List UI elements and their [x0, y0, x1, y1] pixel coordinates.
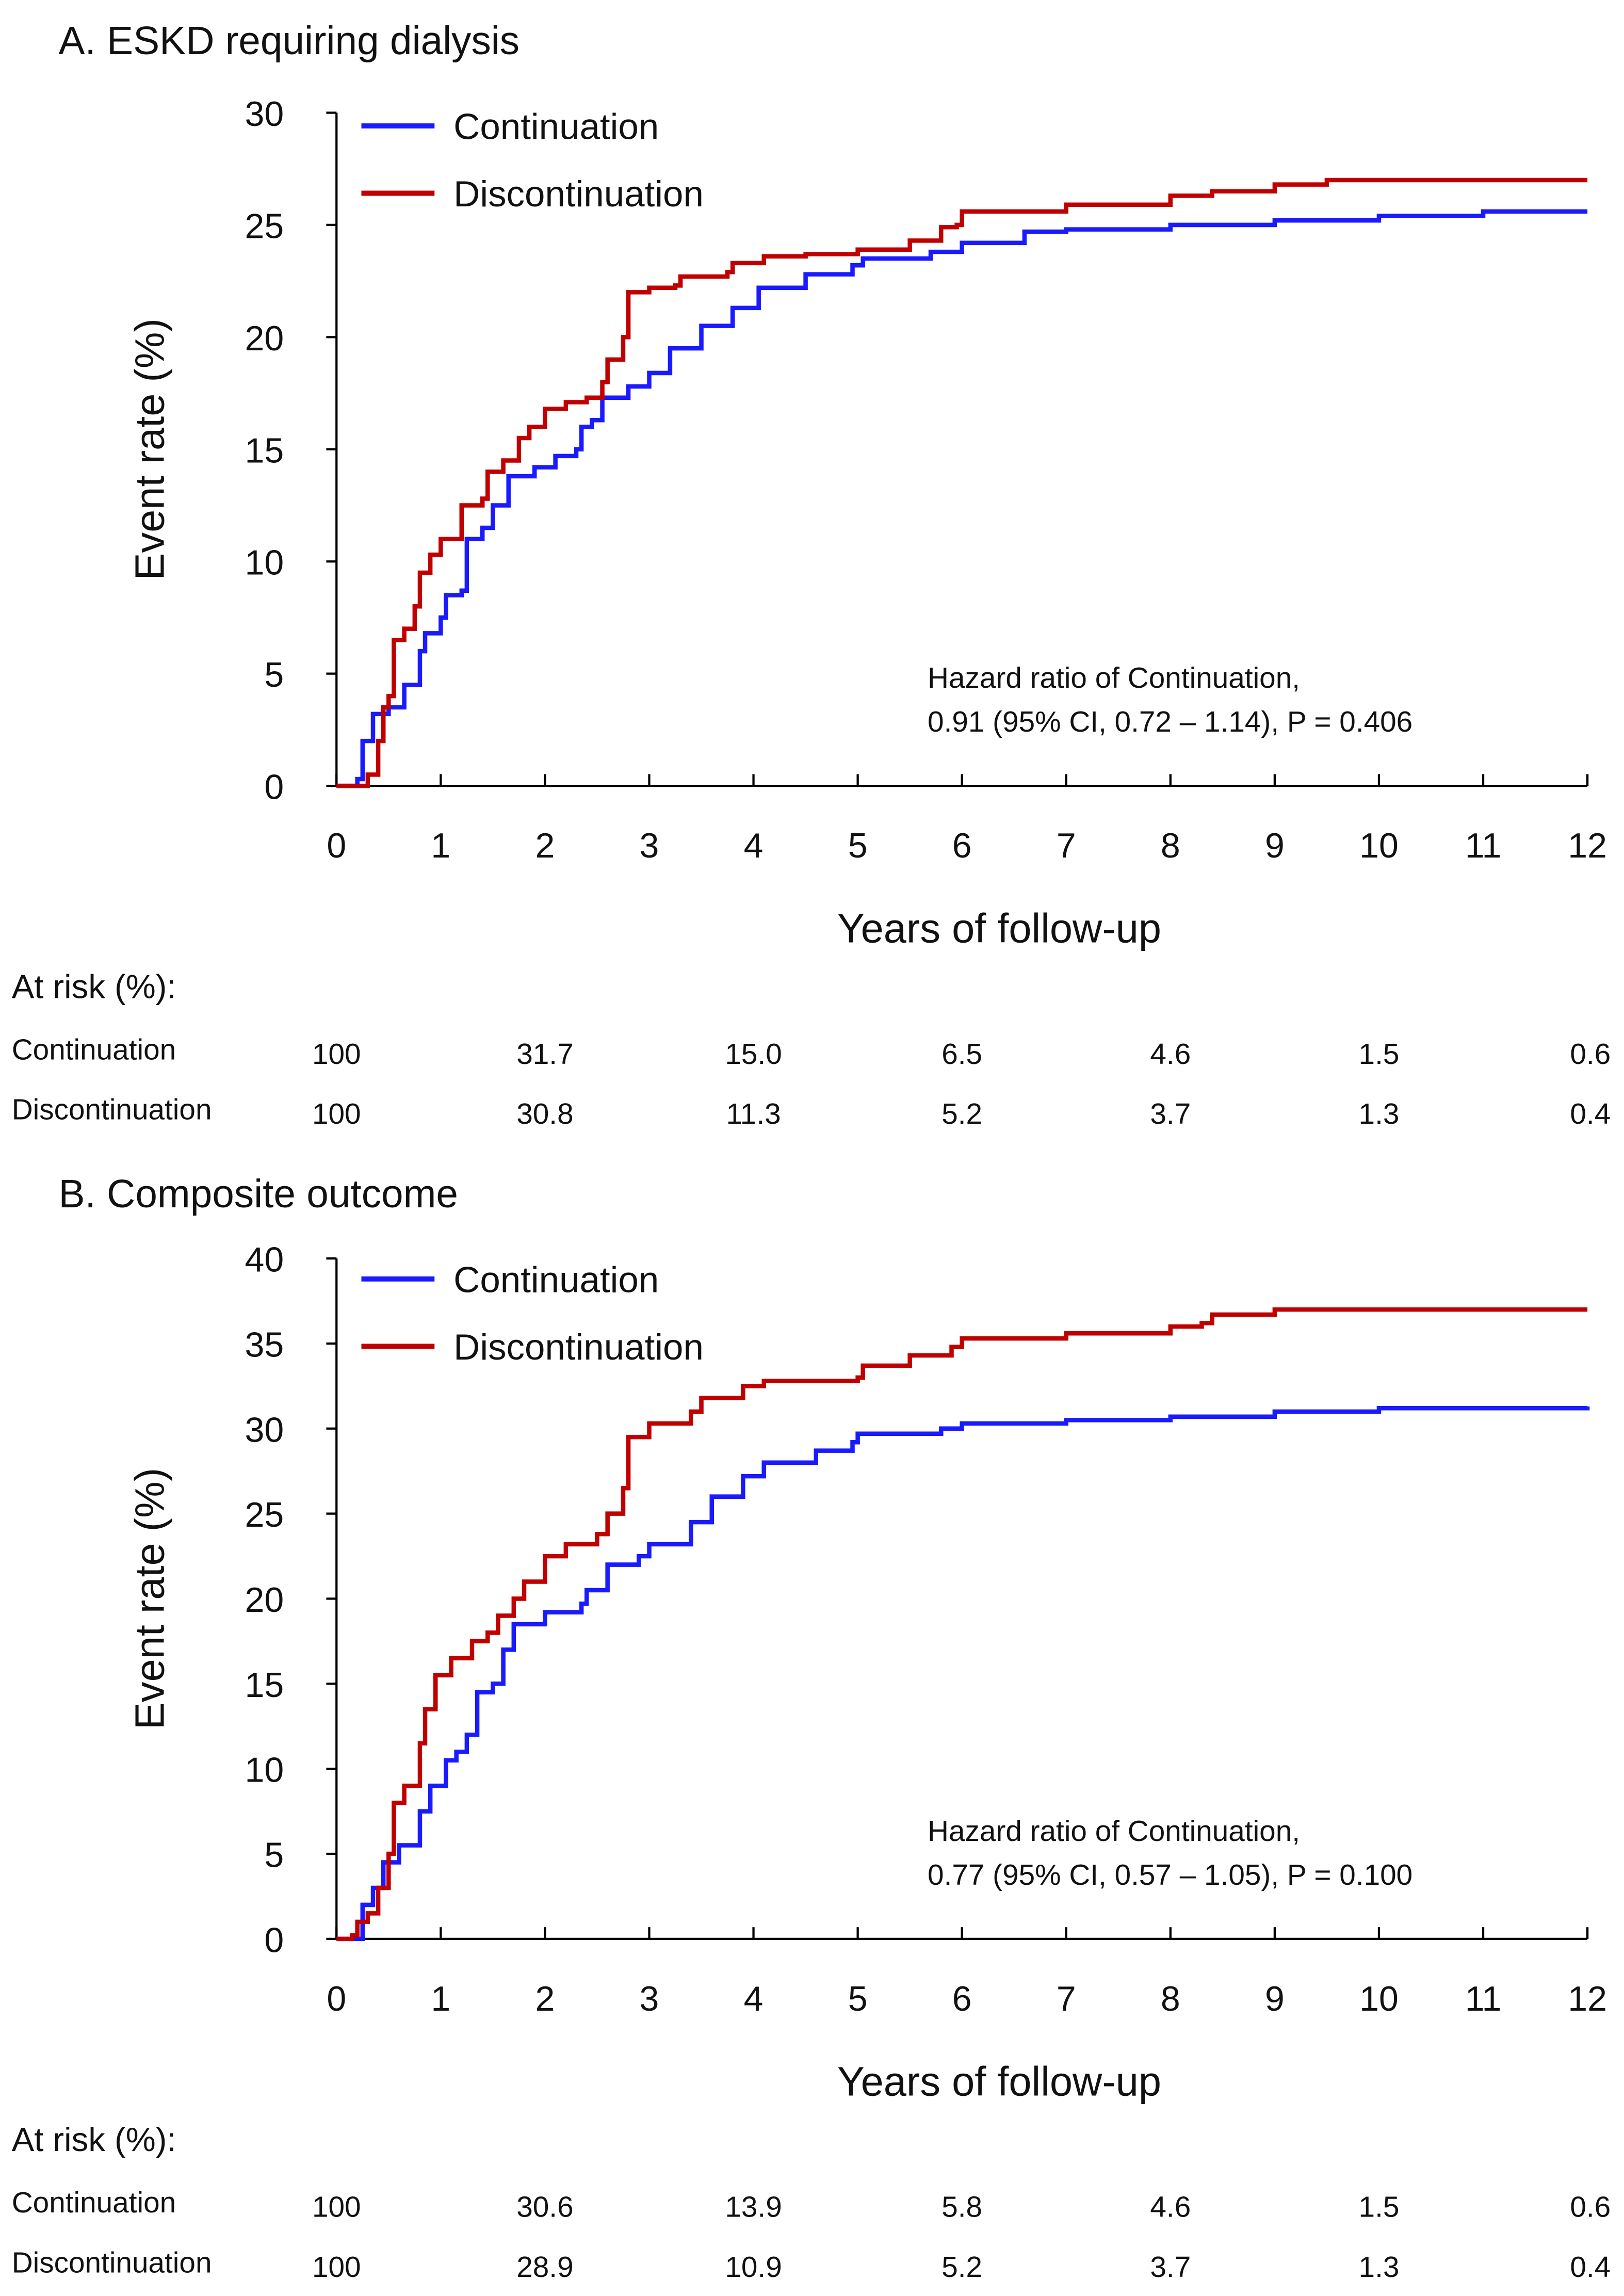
at-risk-value: 0.4	[1570, 2251, 1611, 2284]
x-tick-label: 11	[1465, 826, 1502, 865]
x-tick-label: 5	[848, 826, 868, 865]
y-tick-label: 15	[245, 1666, 284, 1705]
x-tick-label: 10	[1359, 1979, 1399, 2018]
x-tick-label: 7	[1057, 826, 1076, 865]
x-tick-label: 9	[1265, 826, 1285, 865]
y-tick-label: 0	[264, 768, 284, 807]
y-tick-label: 0	[264, 1920, 284, 1960]
y-tick-label: 5	[264, 1836, 284, 1875]
at-risk-value: 6.5	[941, 1038, 982, 1071]
x-tick-label: 4	[744, 826, 764, 865]
x-tick-label: 12	[1568, 1979, 1607, 2018]
hazard-ratio-annotation: 0.91 (95% CI, 0.72 – 1.14), P = 0.406	[928, 706, 1412, 738]
at-risk-value: 0.6	[1570, 2191, 1611, 2224]
series-line-continuation	[336, 209, 1588, 788]
x-tick-label: 10	[1359, 826, 1399, 865]
at-risk-value: 1.5	[1359, 2191, 1400, 2224]
at-risk-value: 1.5	[1359, 1038, 1400, 1071]
x-tick-label: 7	[1057, 1979, 1076, 2018]
x-tick-label: 8	[1161, 1979, 1180, 2018]
y-tick-label: 15	[245, 431, 284, 470]
x-tick-label: 3	[640, 826, 659, 865]
at-risk-value: 1.3	[1359, 2251, 1400, 2284]
at-risk-row-label: Discontinuation	[12, 2246, 212, 2279]
x-tick-label: 12	[1568, 826, 1607, 865]
at-risk-header: At risk (%):	[12, 967, 176, 1005]
y-tick-label: 10	[245, 543, 284, 583]
at-risk-row-label: Continuation	[12, 1033, 176, 1066]
y-axis-label: Event rate (%)	[127, 1468, 173, 1729]
at-risk-value: 5.2	[941, 2251, 982, 2284]
series-line-discontinuation	[336, 177, 1588, 788]
chart-title: A. ESKD requiring dialysis	[58, 19, 519, 63]
at-risk-value: 4.6	[1150, 1038, 1191, 1071]
hazard-ratio-annotation: Hazard ratio of Continuation,	[928, 1815, 1300, 1848]
at-risk-value: 5.8	[941, 2191, 982, 2224]
x-tick-label: 9	[1265, 1979, 1285, 2018]
y-tick-label: 30	[245, 94, 284, 134]
y-tick-label: 25	[245, 1495, 284, 1534]
y-tick-label: 40	[245, 1240, 284, 1280]
at-risk-value: 15.0	[725, 1038, 782, 1071]
x-tick-label: 5	[848, 1979, 868, 2018]
at-risk-value: 11.3	[726, 1098, 781, 1130]
at-risk-value: 10.9	[725, 2251, 782, 2284]
at-risk-value: 100	[312, 1038, 361, 1071]
at-risk-value: 31.7	[516, 1038, 573, 1071]
series-line-discontinuation	[336, 1307, 1588, 1942]
legend-item-discontinuation: Discontinuation	[453, 174, 704, 215]
at-risk-row-label: Continuation	[12, 2187, 176, 2219]
hazard-ratio-annotation: Hazard ratio of Continuation,	[928, 662, 1300, 694]
y-tick-label: 20	[245, 1580, 284, 1620]
hazard-ratio-annotation: 0.77 (95% CI, 0.57 – 1.05), P = 0.100	[928, 1859, 1412, 1891]
x-tick-label: 6	[952, 826, 972, 865]
at-risk-value: 28.9	[516, 2251, 573, 2284]
y-tick-label: 35	[245, 1325, 284, 1364]
x-tick-label: 2	[535, 826, 555, 865]
series-line-continuation	[336, 1405, 1590, 1942]
at-risk-value: 5.2	[941, 1098, 982, 1130]
y-tick-label: 25	[245, 206, 284, 246]
chart-title: B. Composite outcome	[58, 1172, 458, 1216]
x-tick-label: 4	[744, 1979, 764, 2018]
legend-item-discontinuation: Discontinuation	[453, 1327, 704, 1368]
at-risk-header: At risk (%):	[12, 2121, 176, 2158]
x-axis-label: Years of follow-up	[837, 2058, 1161, 2104]
at-risk-value: 100	[312, 1098, 361, 1130]
at-risk-value: 0.6	[1570, 1038, 1611, 1071]
at-risk-value: 13.9	[725, 2191, 782, 2224]
at-risk-value: 30.8	[516, 1098, 573, 1130]
x-tick-label: 2	[535, 1979, 555, 2018]
at-risk-value: 3.7	[1150, 1098, 1191, 1130]
y-tick-label: 30	[245, 1410, 284, 1449]
x-tick-label: 3	[640, 1979, 659, 2018]
at-risk-value: 3.7	[1150, 2251, 1191, 2284]
y-tick-label: 10	[245, 1751, 284, 1790]
x-tick-label: 0	[327, 826, 346, 865]
legend-item-continuation: Continuation	[453, 107, 659, 148]
x-tick-label: 11	[1465, 1979, 1502, 2018]
legend-item-continuation: Continuation	[453, 1259, 659, 1300]
x-tick-label: 8	[1161, 826, 1180, 865]
x-tick-label: 6	[952, 1979, 972, 2018]
at-risk-value: 4.6	[1150, 2191, 1191, 2224]
at-risk-value: 1.3	[1359, 1098, 1400, 1130]
at-risk-value: 0.4	[1570, 1098, 1611, 1130]
x-tick-label: 0	[327, 1979, 346, 2018]
at-risk-row-label: Discontinuation	[12, 1094, 212, 1126]
at-risk-value: 30.6	[516, 2191, 573, 2224]
x-tick-label: 1	[431, 1979, 450, 2018]
x-axis-label: Years of follow-up	[837, 906, 1161, 951]
x-tick-label: 1	[431, 826, 450, 865]
at-risk-value: 100	[312, 2191, 361, 2224]
y-axis-label: Event rate (%)	[127, 318, 173, 580]
at-risk-value: 100	[312, 2251, 361, 2284]
y-tick-label: 5	[264, 655, 284, 694]
y-tick-label: 20	[245, 319, 284, 358]
